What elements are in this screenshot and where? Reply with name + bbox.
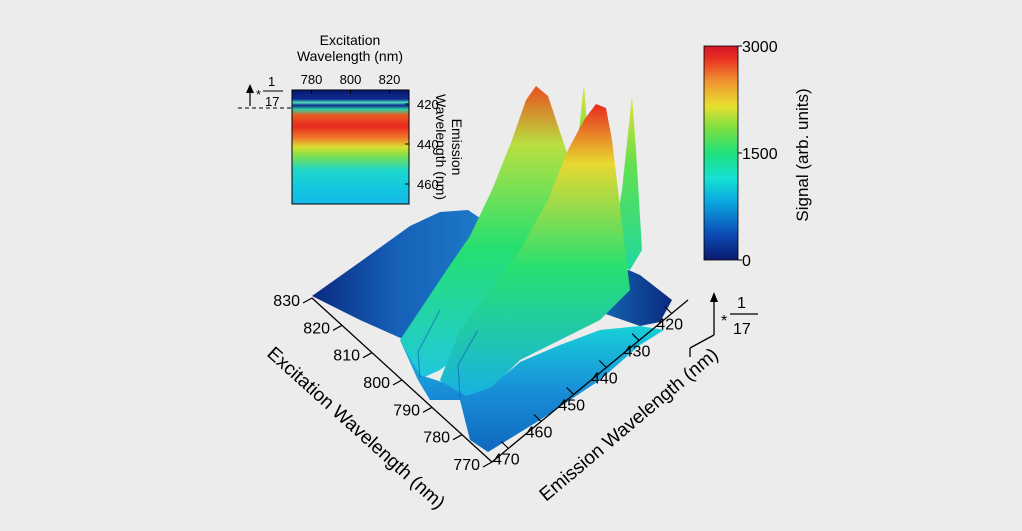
inset-x-ticks: 780 800 820 (301, 72, 401, 94)
inset-x-tick-label: 800 (340, 72, 362, 87)
x-tick-mark (482, 461, 493, 468)
inset-x-tick-label: 820 (379, 72, 401, 87)
inset-y-label-line2: Wavelength (nm) (433, 94, 449, 200)
colorbar: 0 1500 3000 Signal (arb. units) (703, 39, 812, 270)
inset-y-tick-label: 420 (417, 97, 439, 112)
inset-x-label-line1: Excitation (320, 32, 381, 48)
surface-front-skirt (400, 326, 664, 452)
y-tick-mark (533, 414, 542, 422)
y-tick-label: 440 (591, 371, 618, 388)
colorbar-ticks: 0 1500 3000 (738, 39, 778, 270)
x-tick-label: 770 (453, 457, 480, 474)
y-ticks: 420 430 440 450 460 470 (493, 306, 683, 469)
colorbar-gradient (704, 46, 738, 260)
scale-marker-bracket-1 (689, 334, 715, 349)
inset-scale-arrow-head (246, 84, 254, 93)
y-tick-mark (664, 306, 673, 314)
inset-y-ticks: 420 440 460 (405, 97, 439, 192)
inset-heatmap-image (292, 90, 409, 204)
scale-marker-numerator: 1 (737, 295, 746, 312)
y-tick-label: 420 (656, 317, 683, 334)
surface-3d (312, 84, 672, 452)
colorbar-tick-label: 0 (742, 253, 751, 270)
inset-y-tick-label: 460 (417, 177, 439, 192)
surface-shade-line-2 (457, 329, 479, 399)
colorbar-tick-label: 1500 (742, 146, 778, 163)
x-tick-mark (302, 297, 313, 304)
inset-scale-star: * (256, 87, 261, 102)
y-tick-label: 430 (624, 344, 651, 361)
y-tick-mark (566, 387, 575, 395)
scale-marker-denominator: 17 (733, 321, 751, 338)
colorbar-tick-label: 3000 (742, 39, 778, 56)
inset-scale-denominator: 17 (265, 94, 279, 109)
x-tick-mark (452, 434, 463, 441)
colorbar-label: Signal (arb. units) (793, 88, 812, 221)
x-tick-mark (422, 406, 433, 413)
y-axis-line (491, 299, 689, 463)
x-tick-mark (332, 324, 343, 331)
x-tick-label: 810 (333, 348, 360, 365)
x-tick-mark (362, 352, 373, 359)
inset-x-label-line2: Wavelength (nm) (297, 48, 403, 64)
x-tick-label: 800 (363, 375, 390, 392)
scale-marker-arrow-head (710, 292, 718, 302)
y-tick-mark (500, 441, 509, 449)
inset-scale-numerator: 1 (268, 74, 275, 89)
inset-y-tick-label: 440 (417, 137, 439, 152)
surface-left-plateau (312, 210, 480, 340)
surface-ridge-front (440, 104, 630, 400)
y-tick-label: 460 (526, 425, 553, 442)
inset-x-tick-label: 780 (301, 72, 323, 87)
x-tick-label: 780 (423, 430, 450, 447)
inset-y-label-line1: Emission (449, 119, 465, 176)
x-tick-mark (392, 379, 403, 386)
y-tick-mark (598, 360, 607, 368)
inset-heatmap: 780 800 820 420 440 460 Excitation Wavelengt… (238, 32, 465, 205)
x-tick-label: 790 (393, 402, 420, 419)
surface-shade-line-1 (417, 309, 441, 379)
scale-marker-star: * (721, 313, 727, 330)
y-tick-label: 470 (493, 452, 520, 469)
x-tick-label: 830 (273, 293, 300, 310)
y-tick-label: 450 (558, 398, 585, 415)
y-tick-mark (631, 333, 640, 341)
scale-marker-main: * 1 17 (689, 292, 758, 357)
x-tick-label: 820 (303, 320, 330, 337)
